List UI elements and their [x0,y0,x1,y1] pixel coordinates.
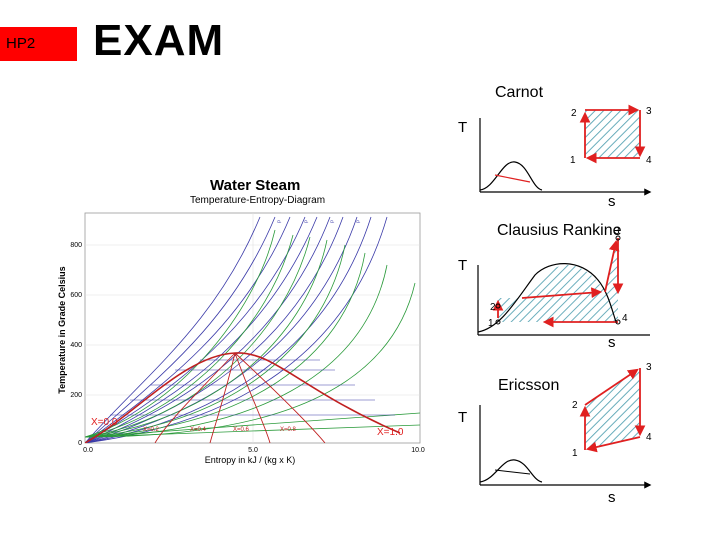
x-axis-label: Entropy in kJ / (kg x K) [205,455,296,465]
y-axis-label: Temperature in Grade Celsius [57,266,67,393]
svg-text:p: p [329,220,335,224]
quality-left-label: X=0.0 [91,417,118,428]
badge-label: HP2 [6,35,36,52]
ericsson-point-4: 4 [646,432,652,443]
ericsson-work-area [585,368,640,450]
svg-text:p: p [276,220,282,224]
ericsson-s-label: s [608,489,616,506]
quality-label-3: X=0.8 [280,427,297,433]
ericsson-point-1: 1 [572,448,578,459]
quality-label-2: X=0.6 [233,427,250,433]
rankine-node-1 [495,319,501,325]
steam-chart-subtitle: Temperature-Entropy-Diagram [190,195,325,206]
ericsson-dome [479,459,543,483]
rankine-dome [477,263,617,333]
y-tick: 400 [70,342,82,349]
steam-ts-diagram: Water Steam Temperature-Entropy-Diagram [57,177,425,465]
ericsson-arrow-2-3 [584,368,639,406]
quality-label-0: X=0.2 [143,427,160,433]
ericsson-inner-line [494,469,531,475]
svg-text:p: p [355,220,361,224]
ericsson-diagram: Ericsson T s 1 2 3 4 [458,362,652,506]
rankine-point-2: 2 [490,302,496,313]
plot-frame [84,212,421,444]
rankine-point-3: 3 [614,226,620,237]
y-tick: 600 [70,292,82,299]
rankine-title: Clausius Rankine [497,222,622,239]
carnot-work-area [585,110,640,158]
isobar-labels: p p p p [276,220,361,224]
x-tick: 5.0 [248,447,258,454]
rankine-point-1: 1 [488,318,494,329]
carnot-s-label: s [608,193,616,210]
rankine-t-label: T [458,257,467,274]
quality-lines [154,352,326,443]
rankine-arrow-boil [521,287,603,299]
rankine-node-4 [615,319,621,325]
rankine-diagram: Clausius Rankine T s 1 2 3 4 [458,222,650,351]
ericsson-point-2: 2 [572,400,578,411]
steam-curves [85,216,420,443]
rankine-work-area [498,265,618,322]
rankine-node-3 [615,235,621,241]
x-tick: 0.0 [83,447,93,454]
carnot-diagram: Carnot T s 1 2 3 4 [458,84,652,210]
y-tick-labels: 800 600 400 200 0 [70,242,82,447]
quality-inner-labels: X=0.2 X=0.4 X=0.6 X=0.8 [143,427,297,433]
rankine-s-label: s [608,334,616,351]
carnot-point-1: 1 [570,155,576,166]
ericsson-t-label: T [458,409,467,426]
carnot-point-2: 2 [571,108,577,119]
y-tick: 0 [78,440,82,447]
slide-title: EXAM [93,16,225,65]
carnot-inner-line [494,174,531,183]
carnot-t-label: T [458,119,467,136]
x-tick-labels: 0.0 5.0 10.0 [83,447,425,454]
quality-right-label: X=1.0 [377,427,404,438]
grid [85,213,420,443]
slide-badge: HP2 [0,27,77,61]
rankine-point-4: 4 [622,313,628,324]
x-tick: 10.0 [411,447,425,454]
ericsson-title: Ericsson [498,377,559,394]
steam-chart-title: Water Steam [210,177,300,194]
carnot-point-4: 4 [646,155,652,166]
y-tick: 200 [70,392,82,399]
cycle-diagrams: Carnot T s 1 2 3 4 Clausius Rankine T s [458,84,652,506]
carnot-title: Carnot [495,84,544,101]
y-tick: 800 [70,242,82,249]
carnot-point-3: 3 [646,106,652,117]
ericsson-arrow-4-1 [585,436,641,453]
rankine-node-2 [495,303,501,309]
carnot-dome [479,161,543,191]
rankine-arrow-superheat [604,239,620,293]
quality-label-1: X=0.4 [190,427,207,433]
svg-text:p: p [303,220,309,224]
ericsson-point-3: 3 [646,362,652,373]
